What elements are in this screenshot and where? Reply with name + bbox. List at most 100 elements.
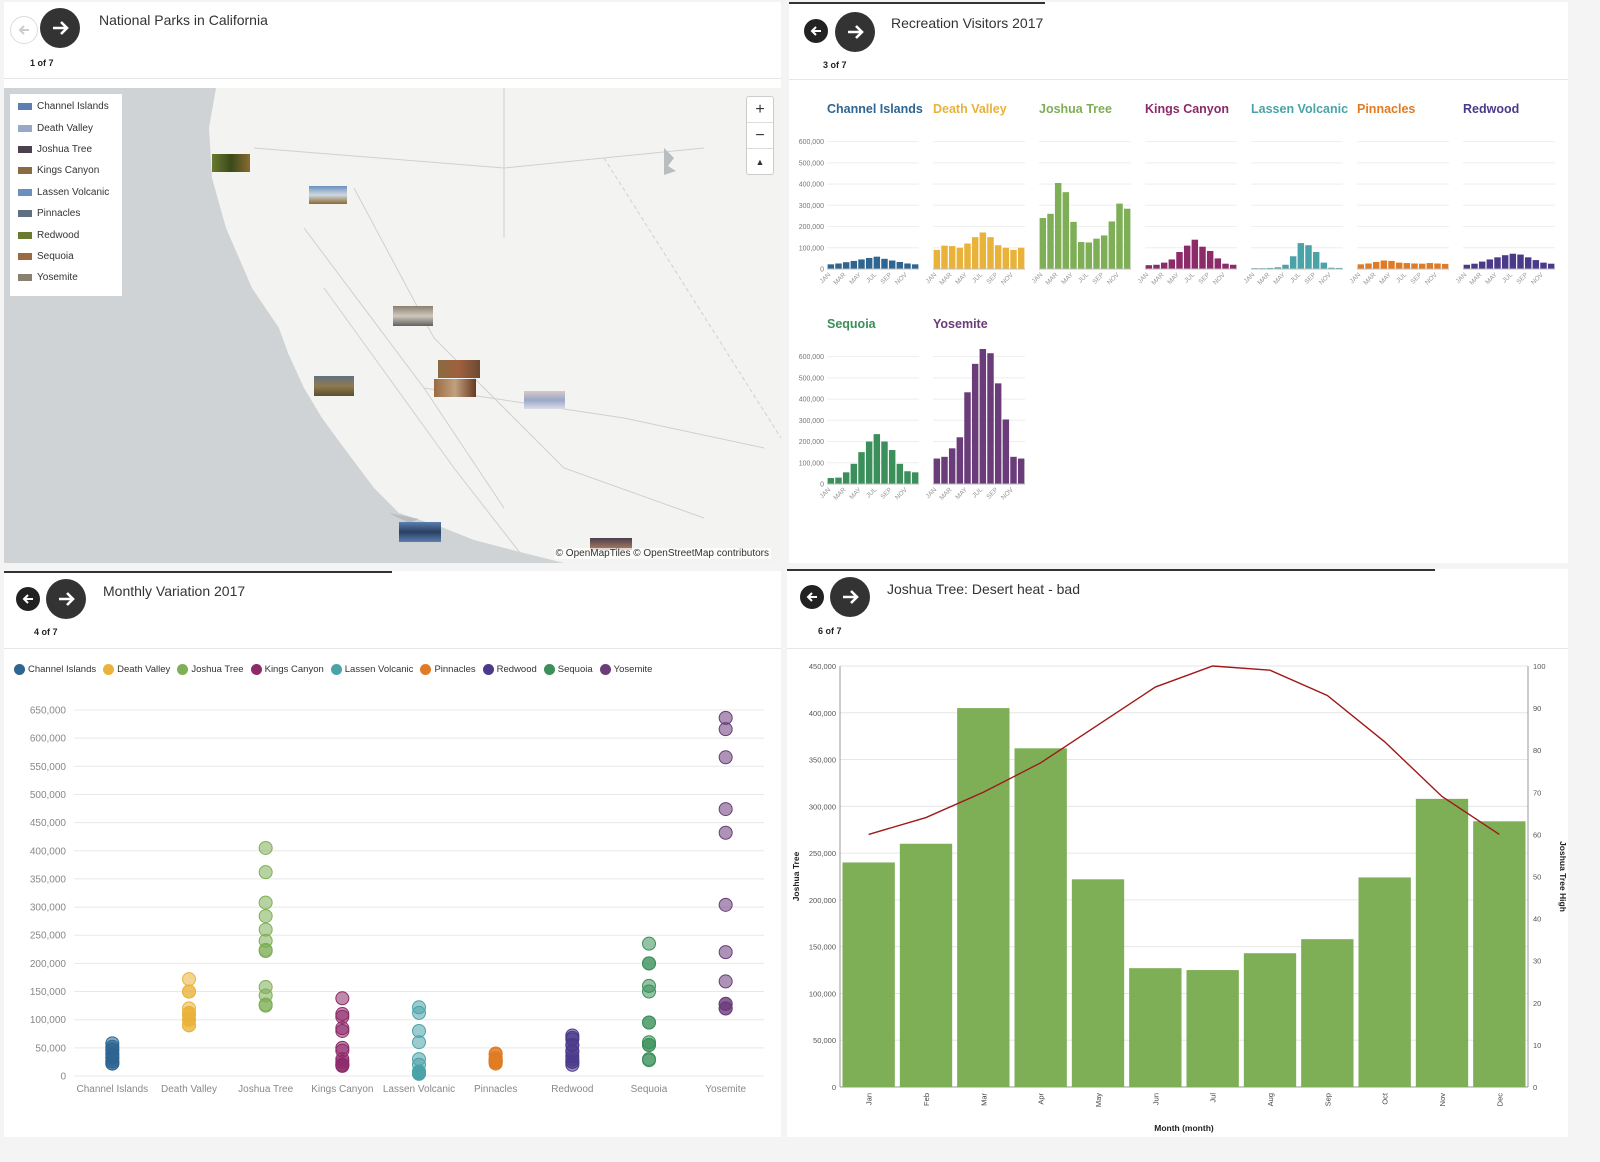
- y-tick-label: 0: [832, 1083, 836, 1092]
- next-slide-button[interactable]: [835, 12, 875, 52]
- legend-item-joshua-tree[interactable]: Joshua Tree: [177, 664, 244, 675]
- map-legend-item-joshua-tree[interactable]: Joshua Tree: [10, 139, 122, 160]
- park-photo-redwood[interactable]: [212, 154, 250, 172]
- x-tick-label: MAY: [1378, 271, 1393, 286]
- map-legend-item-yosemite[interactable]: Yosemite: [10, 267, 122, 288]
- x-tick-label: NOV: [1106, 271, 1121, 286]
- park-photo-kings-canyon[interactable]: [438, 360, 480, 378]
- slide-counter: 6 of 7: [818, 626, 842, 636]
- slide-progress-bar: [789, 2, 1045, 4]
- map-legend-item-kings-canyon[interactable]: Kings Canyon: [10, 160, 122, 181]
- divider: [787, 648, 1568, 649]
- map-canvas[interactable]: + − ▲ © OpenMapTiles © OpenStreetMap con…: [4, 88, 781, 563]
- map-legend-label: Joshua Tree: [37, 143, 93, 155]
- legend-item-redwood[interactable]: Redwood: [482, 664, 537, 675]
- x-tick-label: JAN: [1137, 271, 1151, 285]
- legend-item-sequoia[interactable]: Sequoia: [543, 664, 593, 675]
- facet-title: Redwood: [1463, 102, 1519, 116]
- bar-jul: [979, 348, 987, 484]
- divider: [4, 78, 781, 79]
- park-photo-channel-islands[interactable]: [399, 522, 441, 542]
- x-tick-label: Jun: [1151, 1093, 1160, 1105]
- legend-swatch: [420, 664, 432, 675]
- bar-sep: [888, 450, 896, 484]
- facet-sequoia: Sequoia 0 100,000 200,000 300,000 400,000 500,…: [799, 317, 919, 502]
- next-slide-button[interactable]: [830, 577, 870, 617]
- x-tick-label: Dec: [1495, 1093, 1504, 1107]
- next-slide-button[interactable]: [46, 579, 86, 619]
- divider: [789, 79, 1568, 80]
- y2-tick-label: 10: [1533, 1041, 1541, 1050]
- bar-jun: [971, 237, 979, 269]
- x-tick-label: SEP: [1197, 271, 1211, 285]
- prev-slide-button[interactable]: [804, 19, 828, 43]
- bar-feb: [1047, 213, 1054, 269]
- bar-dec: [1335, 267, 1343, 269]
- map-legend-item-redwood[interactable]: Redwood: [10, 224, 122, 245]
- map-legend-item-death-valley[interactable]: Death Valley: [10, 117, 122, 138]
- bar-may: [964, 243, 971, 269]
- bar-jul: [1186, 970, 1239, 1087]
- park-photo-pinnacles[interactable]: [314, 376, 354, 396]
- map-legend-item-sequoia[interactable]: Sequoia: [10, 246, 122, 267]
- bar-jun: [1395, 262, 1403, 269]
- prev-slide-button[interactable]: [10, 16, 38, 44]
- park-photo-lassen[interactable]: [309, 186, 347, 204]
- zoom-in-button[interactable]: +: [747, 97, 773, 123]
- slide-progress-bar: [787, 569, 1435, 571]
- x-tick-label: JUL: [971, 486, 984, 499]
- map-attribution[interactable]: © OpenMapTiles © OpenStreetMap contribut…: [553, 548, 771, 559]
- bar-oct: [896, 261, 904, 269]
- legend-item-lassen-volcanic[interactable]: Lassen Volcanic: [330, 664, 413, 675]
- x-tick-label: MAR: [938, 271, 953, 286]
- map-legend-item-channel-islands[interactable]: Channel Islands: [10, 96, 122, 117]
- x-tick-label: JUL: [1289, 271, 1302, 284]
- bar-sep: [888, 260, 896, 269]
- park-photo-sequoia[interactable]: [434, 379, 476, 397]
- facet-joshua-tree: Joshua Tree JAN MAR MAY JUL SEP NOV: [1031, 102, 1131, 287]
- legend-swatch: [543, 664, 555, 675]
- compass-button[interactable]: ▲: [755, 156, 765, 167]
- point-death-valley-jul: [182, 972, 196, 987]
- point-sequoia-jul: [642, 936, 656, 951]
- point-channel-islands-dec: [105, 1056, 120, 1071]
- legend-item-yosemite[interactable]: Yosemite: [599, 664, 652, 675]
- map-legend-item-pinnacles[interactable]: Pinnacles: [10, 203, 122, 224]
- facet-channel-islands: Channel Islands 0 100,000 200,000 300,000 400…: [799, 102, 923, 287]
- prev-slide-button[interactable]: [16, 587, 40, 611]
- y2-tick-label: 0: [1533, 1083, 1537, 1092]
- legend-label: Death Valley: [117, 664, 171, 675]
- point-joshua-tree-sep: [258, 980, 273, 995]
- bar-jun: [865, 257, 873, 269]
- y-tick-label: 500,000: [30, 790, 67, 801]
- map-legend-item-lassen-volcanic[interactable]: Lassen Volcanic: [10, 182, 122, 203]
- prev-slide-button[interactable]: [800, 585, 824, 609]
- x-tick-label: MAR: [1150, 271, 1165, 286]
- point-sequoia-aug: [642, 956, 656, 971]
- legend-label: Sequoia: [557, 664, 593, 675]
- point-joshua-tree-oct: [258, 942, 273, 957]
- park-photo-death-valley[interactable]: [524, 391, 565, 409]
- point-lassen-volcanic-aug: [412, 1005, 426, 1020]
- legend-item-death-valley[interactable]: Death Valley: [103, 664, 170, 675]
- park-photo-joshua-tree[interactable]: [590, 538, 632, 550]
- panel-national-parks-map: National Parks in California 1 of 7: [4, 2, 781, 563]
- park-photo-yosemite[interactable]: [393, 306, 433, 326]
- next-slide-button[interactable]: [40, 8, 80, 48]
- point-yosemite-mar: [718, 974, 733, 989]
- bar-oct: [1108, 221, 1116, 269]
- bar-jan: [827, 478, 835, 484]
- park-thumbnail-icon: [18, 124, 32, 132]
- bar-nov: [1222, 263, 1229, 269]
- x-tick-label: Lassen Volcanic: [383, 1084, 455, 1095]
- zoom-out-button[interactable]: −: [747, 123, 773, 149]
- x-tick-label: Yosemite: [705, 1084, 746, 1095]
- point-joshua-tree-apr: [258, 865, 273, 880]
- legend-item-pinnacles[interactable]: Pinnacles: [420, 664, 476, 675]
- y-tick-label: 0: [60, 1072, 66, 1083]
- bar-may: [1494, 257, 1501, 269]
- legend-item-channel-islands[interactable]: Channel Islands: [14, 664, 96, 675]
- panel-title: National Parks in California: [99, 12, 268, 28]
- legend-item-kings-canyon[interactable]: Kings Canyon: [250, 664, 324, 675]
- bar-aug: [881, 441, 888, 484]
